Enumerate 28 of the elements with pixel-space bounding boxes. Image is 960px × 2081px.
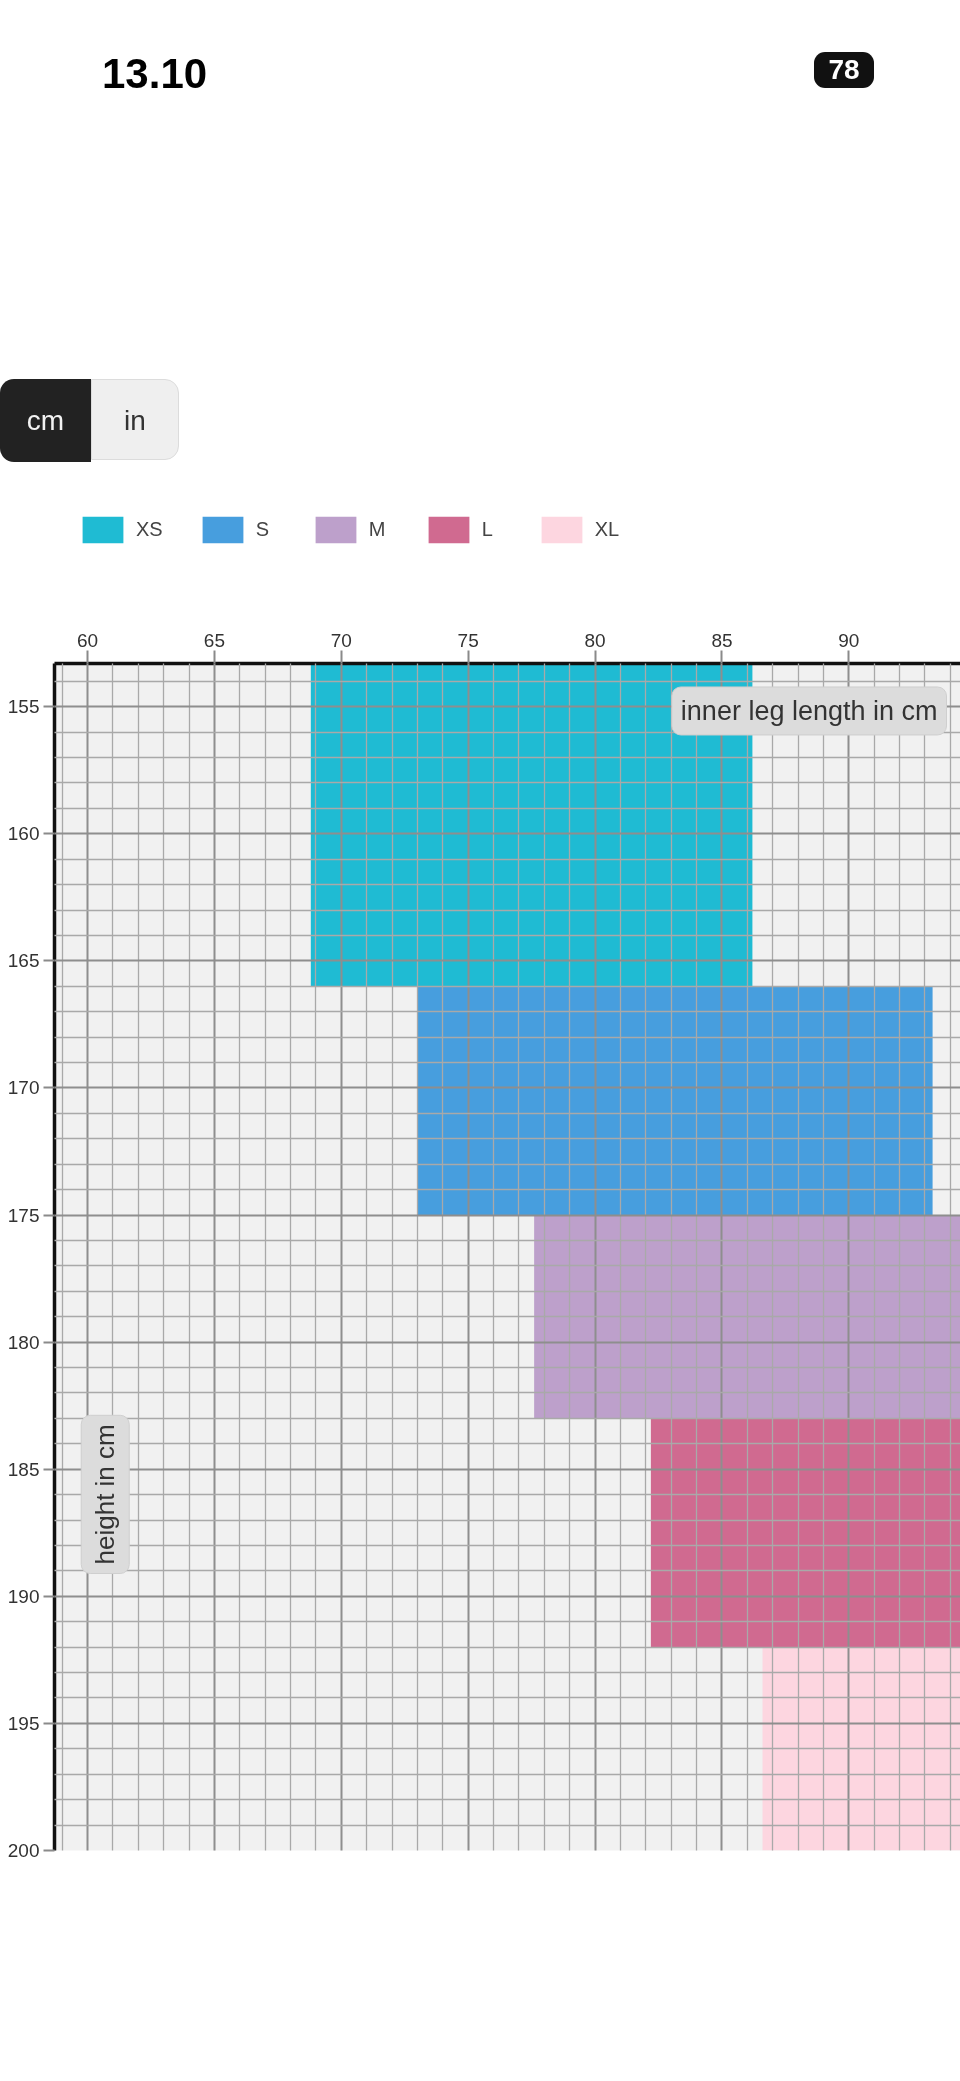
legend-label: XS [136,518,163,541]
text: in [91,379,179,460]
x-tick-label: 80 [584,629,606,651]
x-tick-label: 75 [457,629,479,651]
text: 78 [814,52,874,88]
y-tick-label: 185 [7,1458,40,1480]
y-tick-label: 165 [7,950,40,972]
y-tick-label: 195 [7,1712,40,1734]
text: 13.10 [102,49,208,99]
x-tick-label: 65 [203,629,225,651]
y-tick-label: 155 [7,696,40,718]
legend-label: XL [594,518,620,541]
x-tick-label: 60 [76,629,99,651]
y-tick-label: 170 [7,1077,40,1099]
x-tick-label: 90 [838,629,860,651]
y-tick-label: 200 [7,1840,40,1861]
y-tick-label: 190 [7,1585,40,1607]
legend-label: M [368,518,387,541]
y-tick-label: 175 [7,1204,40,1226]
y-tick-label: 180 [7,1331,40,1353]
y-axis-title: height in cm [90,1424,121,1565]
legend-label: L [481,518,494,541]
legend-label: S [255,518,271,541]
y-tick-label: 160 [7,823,40,845]
x-tick-label: 70 [330,629,352,651]
x-axis-title: inner leg length in cm [680,695,938,726]
x-tick-label: 85 [711,629,733,651]
text: cm [0,379,91,462]
